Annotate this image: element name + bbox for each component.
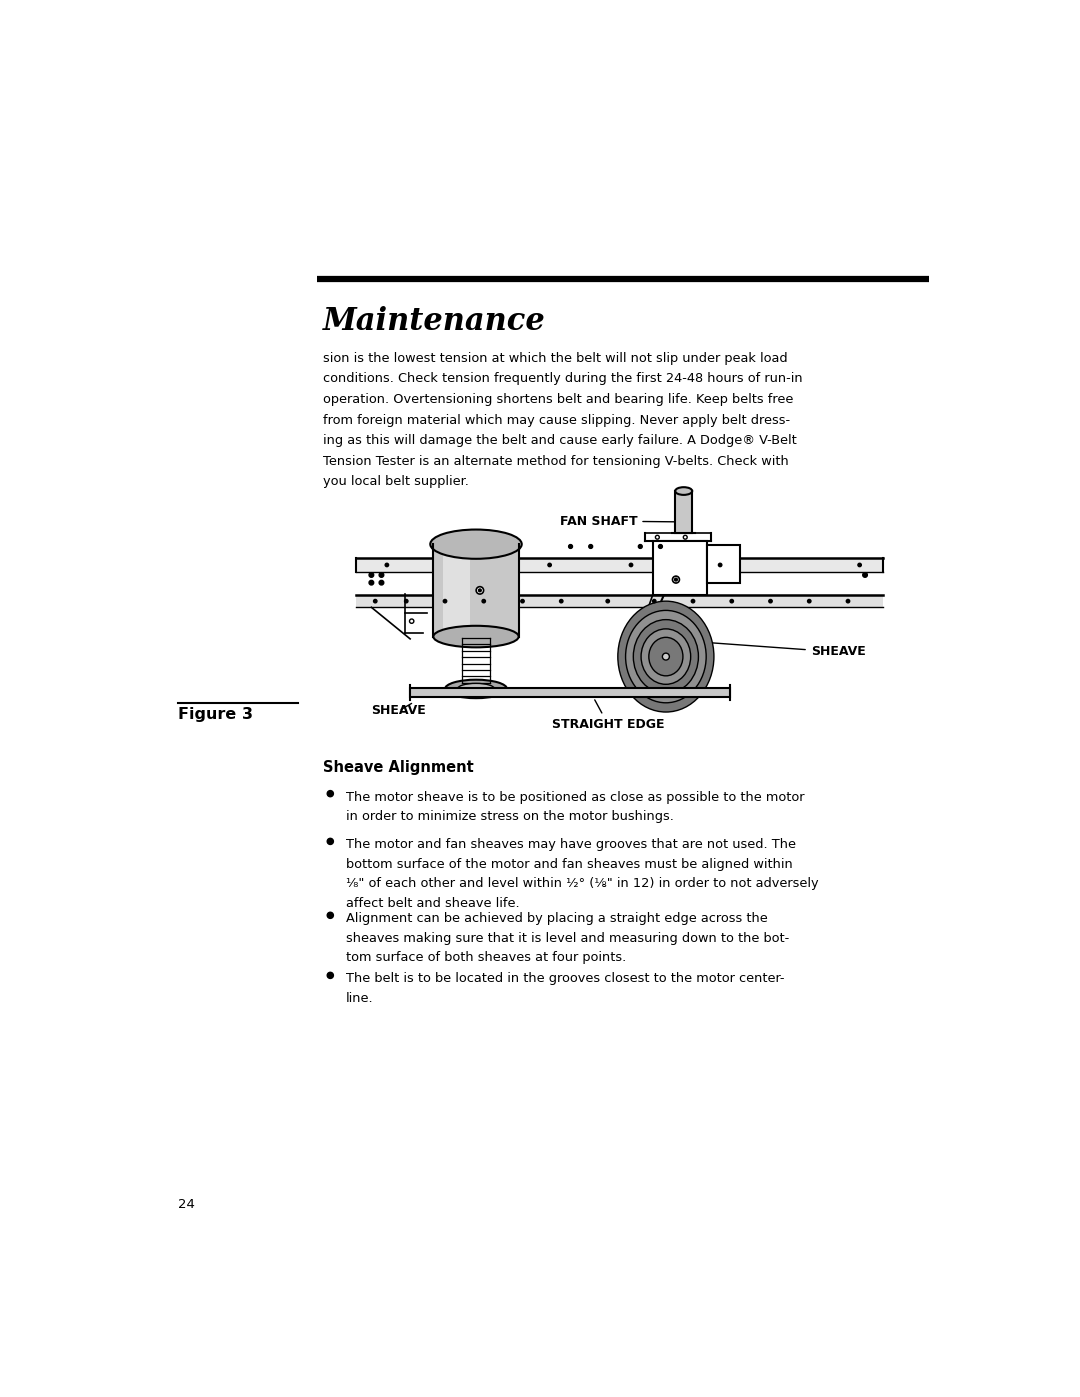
Circle shape	[606, 599, 609, 604]
Circle shape	[568, 545, 572, 549]
Bar	[433, 545, 518, 637]
Circle shape	[638, 545, 643, 549]
Circle shape	[675, 578, 677, 581]
Circle shape	[652, 599, 656, 604]
Circle shape	[673, 576, 679, 583]
Ellipse shape	[618, 601, 714, 712]
Circle shape	[589, 545, 593, 549]
Circle shape	[379, 573, 383, 577]
Ellipse shape	[458, 683, 495, 694]
Text: Maintenance: Maintenance	[323, 306, 545, 337]
Circle shape	[662, 654, 670, 659]
Circle shape	[482, 599, 485, 604]
Text: sheaves making sure that it is level and measuring down to the bot-: sheaves making sure that it is level and…	[346, 932, 789, 944]
Circle shape	[691, 599, 694, 604]
Bar	[356, 595, 882, 608]
Text: Tension Tester is an alternate method for tensioning V-belts. Check with: Tension Tester is an alternate method fo…	[323, 455, 788, 468]
Ellipse shape	[445, 680, 507, 698]
Circle shape	[409, 619, 414, 623]
Circle shape	[405, 599, 408, 604]
Text: Figure 3: Figure 3	[177, 707, 253, 722]
Ellipse shape	[430, 529, 522, 559]
Circle shape	[858, 563, 862, 567]
Text: The belt is to be located in the grooves closest to the motor center-: The belt is to be located in the grooves…	[346, 972, 784, 985]
Text: in order to minimize stress on the motor bushings.: in order to minimize stress on the motor…	[346, 810, 674, 823]
Circle shape	[718, 563, 721, 567]
Circle shape	[443, 599, 447, 604]
Text: 24: 24	[177, 1199, 194, 1211]
Ellipse shape	[675, 488, 692, 495]
Text: you local belt supplier.: you local belt supplier.	[323, 475, 469, 489]
Text: FAN SHAFT: FAN SHAFT	[559, 514, 675, 528]
Circle shape	[656, 535, 659, 539]
Circle shape	[327, 791, 334, 796]
Bar	[443, 548, 470, 633]
Text: The motor and fan sheaves may have grooves that are not used. The: The motor and fan sheaves may have groov…	[346, 838, 796, 851]
Text: bottom surface of the motor and fan sheaves must be aligned within: bottom surface of the motor and fan shea…	[346, 858, 793, 870]
Text: Alignment can be achieved by placing a straight edge across the: Alignment can be achieved by placing a s…	[346, 912, 768, 925]
Text: SHEAVE: SHEAVE	[713, 643, 865, 658]
Circle shape	[327, 838, 334, 844]
Bar	[410, 689, 730, 697]
Circle shape	[374, 599, 377, 604]
Circle shape	[521, 599, 524, 604]
Ellipse shape	[625, 610, 706, 703]
Bar	[707, 545, 740, 584]
Ellipse shape	[433, 626, 518, 647]
Circle shape	[659, 545, 662, 549]
Text: sion is the lowest tension at which the belt will not slip under peak load: sion is the lowest tension at which the …	[323, 352, 787, 365]
Circle shape	[863, 573, 867, 577]
Bar	[652, 541, 707, 595]
Text: STRAIGHT EDGE: STRAIGHT EDGE	[552, 700, 664, 731]
Text: ¹⁄₈" of each other and level within ¹⁄₂° (⅛" in 12) in order to not adversely: ¹⁄₈" of each other and level within ¹⁄₂°…	[346, 877, 819, 890]
Text: conditions. Check tension frequently during the first 24-48 hours of run-in: conditions. Check tension frequently dur…	[323, 373, 802, 386]
Bar	[675, 490, 692, 534]
Circle shape	[548, 563, 551, 567]
Text: The motor sheave is to be positioned as close as possible to the motor: The motor sheave is to be positioned as …	[346, 791, 805, 803]
Ellipse shape	[649, 637, 683, 676]
Text: line.: line.	[346, 992, 374, 1004]
Circle shape	[379, 580, 383, 585]
Text: Sheave Alignment: Sheave Alignment	[323, 760, 473, 775]
Text: ing as this will damage the belt and cause early failure. A Dodge® V-Belt: ing as this will damage the belt and cau…	[323, 434, 796, 447]
Bar	[356, 557, 882, 571]
Circle shape	[327, 912, 334, 918]
Circle shape	[684, 535, 687, 539]
Text: affect belt and sheave life.: affect belt and sheave life.	[346, 897, 519, 909]
Text: SHEAVE: SHEAVE	[372, 704, 427, 717]
Circle shape	[369, 573, 374, 577]
Circle shape	[630, 563, 633, 567]
Ellipse shape	[633, 620, 699, 693]
Ellipse shape	[642, 629, 691, 685]
Circle shape	[808, 599, 811, 604]
Circle shape	[769, 599, 772, 604]
Text: tom surface of both sheaves at four points.: tom surface of both sheaves at four poin…	[346, 951, 626, 964]
Circle shape	[327, 972, 334, 978]
Circle shape	[386, 563, 389, 567]
Circle shape	[847, 599, 850, 604]
Circle shape	[476, 587, 484, 594]
Text: from foreign material which may cause slipping. Never apply belt dress-: from foreign material which may cause sl…	[323, 414, 789, 426]
Circle shape	[369, 580, 374, 585]
Text: operation. Overtensioning shortens belt and bearing life. Keep belts free: operation. Overtensioning shortens belt …	[323, 393, 793, 407]
Circle shape	[730, 599, 733, 604]
Circle shape	[478, 590, 482, 592]
Circle shape	[559, 599, 563, 604]
